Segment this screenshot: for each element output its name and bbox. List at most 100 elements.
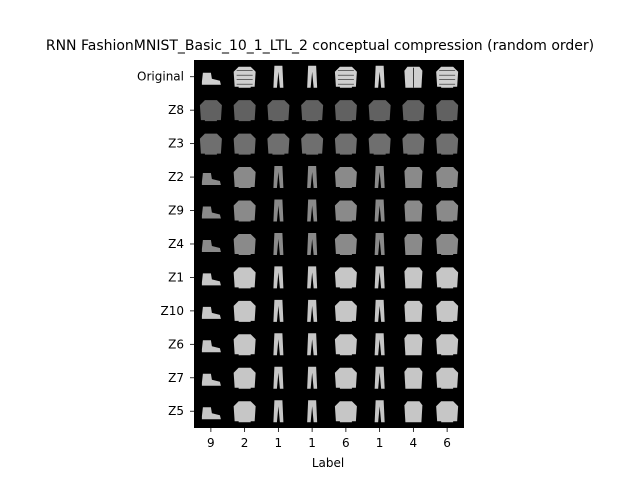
image-cell <box>201 373 221 386</box>
column-label: 6 <box>443 436 451 450</box>
image-cell <box>201 239 221 252</box>
image-cell <box>404 200 423 222</box>
chart-title: RNN FashionMNIST_Basic_10_1_LTL_2 concep… <box>46 38 594 54</box>
image-cell <box>201 273 221 286</box>
image-cell <box>273 232 284 255</box>
image-cell <box>201 340 221 353</box>
image-cell <box>334 300 357 322</box>
image-cell <box>404 300 423 322</box>
image-cell <box>404 367 423 389</box>
image-cell <box>334 167 357 189</box>
row-label: Z3 <box>168 137 184 151</box>
image-cell <box>374 65 385 88</box>
image-cell <box>267 100 290 122</box>
image-cell <box>233 167 256 189</box>
image-cell <box>374 199 385 222</box>
image-cell <box>404 401 423 423</box>
image-cell <box>404 167 423 189</box>
image-cell <box>404 334 423 356</box>
image-cell <box>436 66 459 88</box>
image-cell <box>199 100 222 122</box>
image-cell <box>436 233 459 255</box>
image-cell <box>436 334 459 356</box>
image-cell <box>402 100 425 122</box>
image-cell <box>307 333 318 356</box>
image-cell <box>201 72 221 85</box>
image-cell <box>273 266 284 289</box>
image-cell <box>368 133 391 155</box>
image-cell <box>307 299 318 322</box>
image-cell <box>233 233 256 255</box>
image-cell <box>402 133 425 155</box>
image-cell <box>199 133 222 155</box>
row-label: Z2 <box>168 170 184 184</box>
row-label: Z7 <box>168 371 184 385</box>
image-cell <box>233 66 256 88</box>
image-cell <box>307 366 318 389</box>
image-cell <box>436 401 459 423</box>
row-label: Z6 <box>168 337 184 351</box>
image-cell <box>233 133 256 155</box>
column-label: 4 <box>410 436 418 450</box>
image-cell <box>436 367 459 389</box>
image-cell <box>334 267 357 289</box>
image-cell <box>307 232 318 255</box>
row-label: Z10 <box>161 304 185 318</box>
image-cell <box>201 206 221 219</box>
image-cell <box>436 133 459 155</box>
image-cell <box>301 100 324 122</box>
row-label: Z1 <box>168 270 184 284</box>
column-label: 6 <box>342 436 350 450</box>
image-cell <box>374 366 385 389</box>
image-cell <box>334 100 357 122</box>
image-cell <box>374 299 385 322</box>
image-cell <box>233 300 256 322</box>
image-cell <box>307 266 318 289</box>
image-cell <box>374 266 385 289</box>
image-cell <box>436 100 459 122</box>
row-label: Z8 <box>168 103 184 117</box>
image-cell <box>334 401 357 423</box>
image-cell <box>404 66 423 88</box>
image-grid <box>194 60 464 428</box>
x-axis-label: Label <box>312 456 344 470</box>
image-cell <box>273 366 284 389</box>
image-cell <box>273 65 284 88</box>
row-labels: Original Z8 Z3 Z2 Z9 Z4 Z1 Z10 Z6 Z7 Z5 <box>137 70 194 418</box>
image-cell <box>201 173 221 186</box>
image-cell <box>436 300 459 322</box>
image-cell <box>334 133 357 155</box>
image-cell <box>233 200 256 222</box>
image-cell <box>334 66 357 88</box>
column-label: 1 <box>275 436 283 450</box>
image-cell <box>374 166 385 189</box>
image-cell <box>233 267 256 289</box>
image-cell <box>273 199 284 222</box>
image-cell <box>334 367 357 389</box>
image-cell <box>374 333 385 356</box>
image-cell <box>334 334 357 356</box>
image-cell <box>436 267 459 289</box>
image-cell <box>307 166 318 189</box>
image-cell <box>201 407 221 420</box>
row-label: Z4 <box>168 237 184 251</box>
image-cell <box>374 400 385 423</box>
image-cell <box>201 306 221 319</box>
image-cell <box>273 333 284 356</box>
image-cell <box>267 133 290 155</box>
image-cell <box>233 401 256 423</box>
image-cell <box>273 400 284 423</box>
row-label: Z5 <box>168 404 184 418</box>
column-label: 2 <box>241 436 249 450</box>
image-cell <box>307 65 318 88</box>
image-cell <box>307 400 318 423</box>
image-cell <box>233 367 256 389</box>
row-label: Z9 <box>168 204 184 218</box>
image-cell <box>273 299 284 322</box>
column-label: 1 <box>308 436 316 450</box>
row-label: Original <box>137 70 184 84</box>
image-cell <box>334 200 357 222</box>
image-cell <box>374 232 385 255</box>
